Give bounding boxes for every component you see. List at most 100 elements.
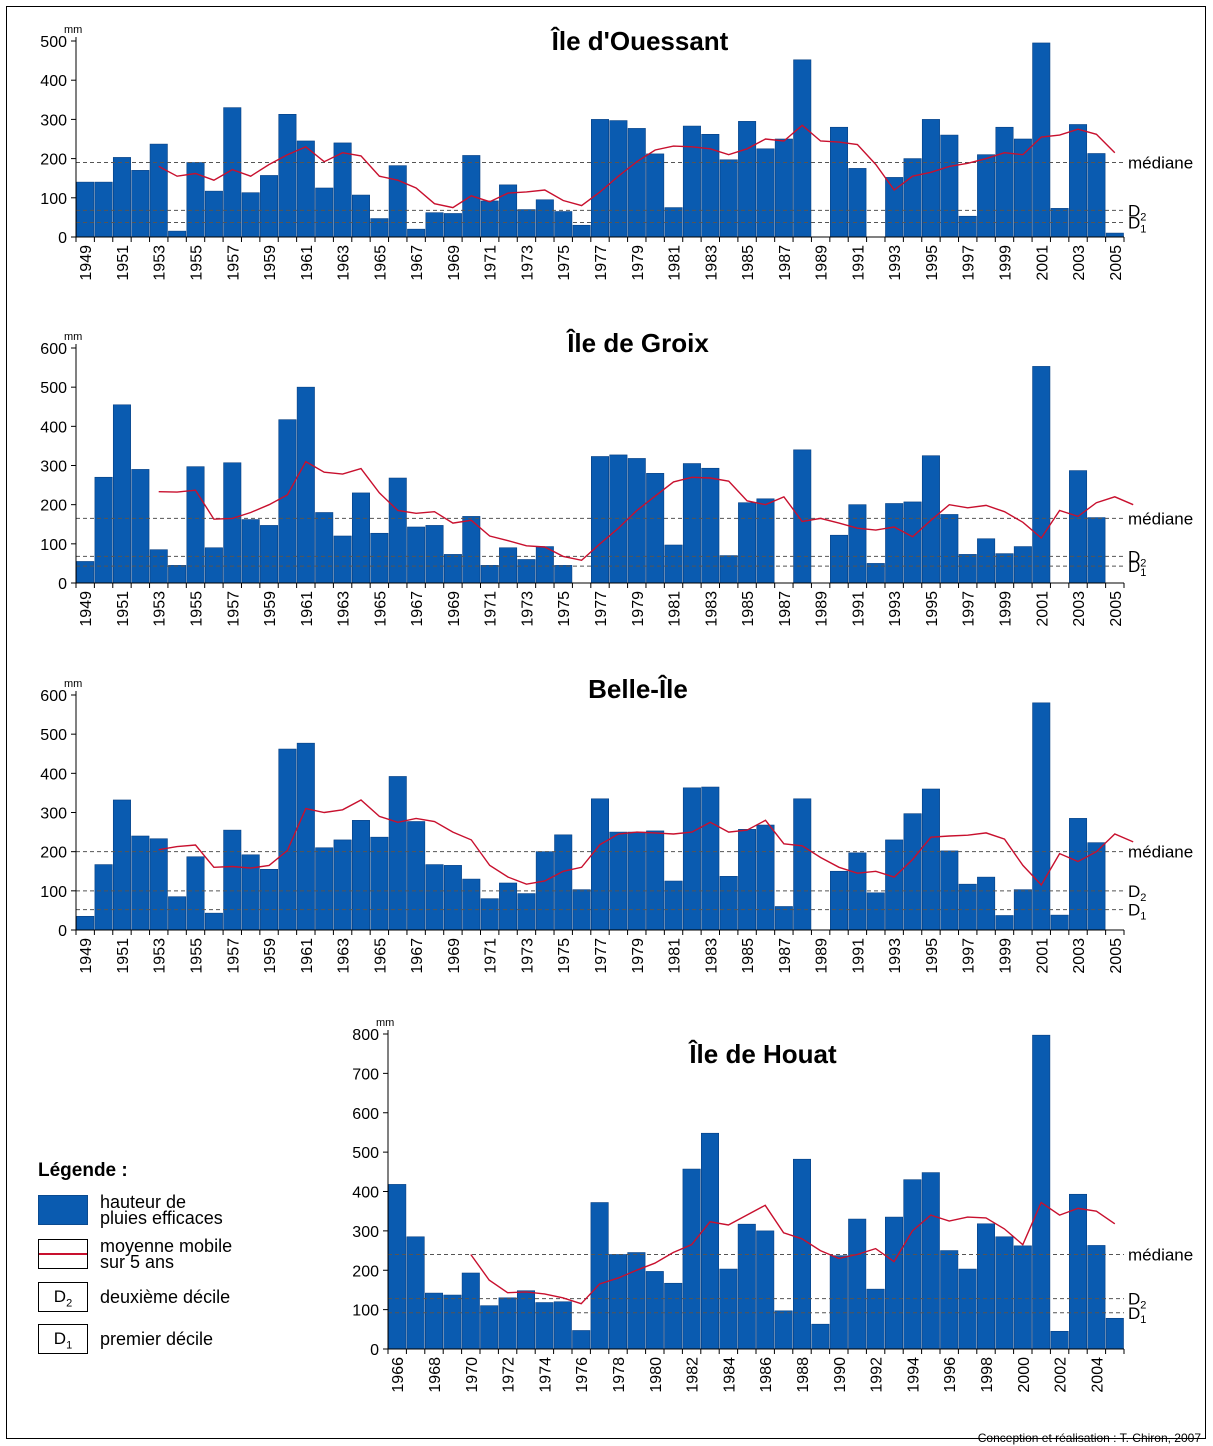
x-tick-label: 2001	[1034, 938, 1051, 974]
bar	[278, 419, 297, 584]
x-tick-label: 2003	[1071, 938, 1088, 974]
x-tick-label: 1989	[814, 245, 831, 281]
y-unit-label: mm	[64, 331, 82, 343]
bar	[112, 157, 131, 238]
bar	[94, 476, 113, 584]
y-unit-label: mm	[376, 1017, 394, 1029]
bar	[756, 498, 775, 584]
y-unit-label: mm	[64, 24, 82, 36]
bar	[719, 159, 738, 238]
x-tick-label: 1959	[262, 591, 279, 627]
bar	[848, 504, 867, 584]
y-tick-label: 800	[352, 1027, 379, 1044]
reference-label: médiane	[1128, 843, 1193, 862]
bar	[572, 1330, 591, 1350]
bar	[94, 181, 113, 238]
bar	[664, 1282, 683, 1350]
y-tick-label: 200	[40, 152, 67, 169]
x-tick-label: 1981	[667, 245, 684, 281]
x-tick-label: 1967	[409, 245, 426, 281]
bar	[425, 864, 444, 931]
bar	[553, 1301, 572, 1350]
x-tick-label: 1991	[850, 938, 867, 974]
x-tick-label: 1969	[446, 591, 463, 627]
bar	[884, 1216, 903, 1350]
bar	[719, 876, 738, 931]
x-tick-label: 1977	[593, 938, 610, 974]
chart-title: Belle-Île	[588, 674, 688, 704]
y-tick-label: 100	[40, 191, 67, 208]
x-tick-label: 1995	[924, 591, 941, 627]
bar	[296, 742, 315, 931]
bar	[903, 813, 922, 931]
bar	[296, 386, 315, 584]
bar	[112, 799, 131, 931]
bar	[1069, 1193, 1088, 1350]
reference-label-sub: 1	[1140, 223, 1146, 235]
chart-panel-0: Île d'OuessantmmmédianeD2D10100200300400…	[40, 24, 1193, 281]
x-tick-label: 1973	[519, 938, 536, 974]
legend-line-label-1: moyenne mobile	[100, 1236, 233, 1256]
bar	[204, 912, 223, 931]
bar	[554, 211, 573, 238]
x-tick-label: 2005	[1108, 591, 1125, 627]
x-tick-label: 1985	[740, 938, 757, 974]
x-tick-label: 2001	[1034, 245, 1051, 281]
x-tick-label: 1983	[703, 938, 720, 974]
chart-title: Île d'Ouessant	[550, 26, 729, 56]
x-tick-label: 1980	[648, 1357, 665, 1393]
legend: Légende : hauteur de pluies efficaces mo…	[38, 1160, 338, 1366]
bar	[903, 501, 922, 584]
x-tick-label: 1985	[740, 591, 757, 627]
chart-panel-1: Île de GroixmmmédianeD2D1010020030040050…	[40, 328, 1193, 627]
bar	[1032, 42, 1051, 238]
x-tick-label: 1975	[556, 591, 573, 627]
x-tick-label: 1979	[630, 591, 647, 627]
y-tick-label: 100	[352, 1303, 379, 1320]
bar	[333, 839, 352, 931]
bar	[554, 834, 573, 931]
x-tick-label: 2002	[1053, 1357, 1070, 1393]
bar	[738, 121, 757, 238]
bar	[958, 215, 977, 238]
bar	[407, 821, 426, 931]
y-tick-label: 200	[352, 1263, 379, 1280]
bar	[260, 525, 279, 584]
bar	[995, 553, 1014, 584]
y-tick-label: 400	[352, 1185, 379, 1202]
bar	[278, 748, 297, 931]
bar	[682, 463, 701, 584]
reference-label: médiane	[1128, 509, 1193, 528]
bar	[701, 133, 720, 238]
bar	[168, 565, 187, 584]
reference-label-sub: 2	[1140, 1300, 1146, 1312]
bar	[407, 526, 426, 584]
bar	[424, 1292, 443, 1350]
bar	[76, 181, 95, 238]
y-unit-label: mm	[64, 678, 82, 690]
bar	[480, 200, 499, 238]
bar	[793, 59, 812, 238]
bar	[554, 565, 573, 584]
bar	[793, 798, 812, 931]
bar	[977, 538, 996, 584]
legend-item-bar: hauteur de pluies efficaces	[38, 1193, 338, 1227]
bar	[977, 876, 996, 931]
bar	[425, 212, 444, 238]
bar	[682, 1168, 701, 1350]
bar	[315, 512, 334, 584]
x-tick-label: 1986	[758, 1357, 775, 1393]
bar	[591, 119, 609, 238]
y-tick-label: 0	[58, 576, 67, 593]
bar	[940, 850, 959, 931]
bar	[738, 829, 757, 931]
x-tick-label: 1987	[777, 245, 794, 281]
x-tick-label: 2005	[1108, 938, 1125, 974]
x-tick-label: 1965	[372, 938, 389, 974]
bar	[1013, 546, 1032, 584]
credit-text: Conception et réalisation : T. Chiron, 2…	[977, 1431, 1201, 1445]
bar	[406, 1236, 425, 1350]
bar	[407, 228, 426, 238]
x-tick-label: 1959	[262, 245, 279, 281]
x-tick-label: 2003	[1071, 245, 1088, 281]
